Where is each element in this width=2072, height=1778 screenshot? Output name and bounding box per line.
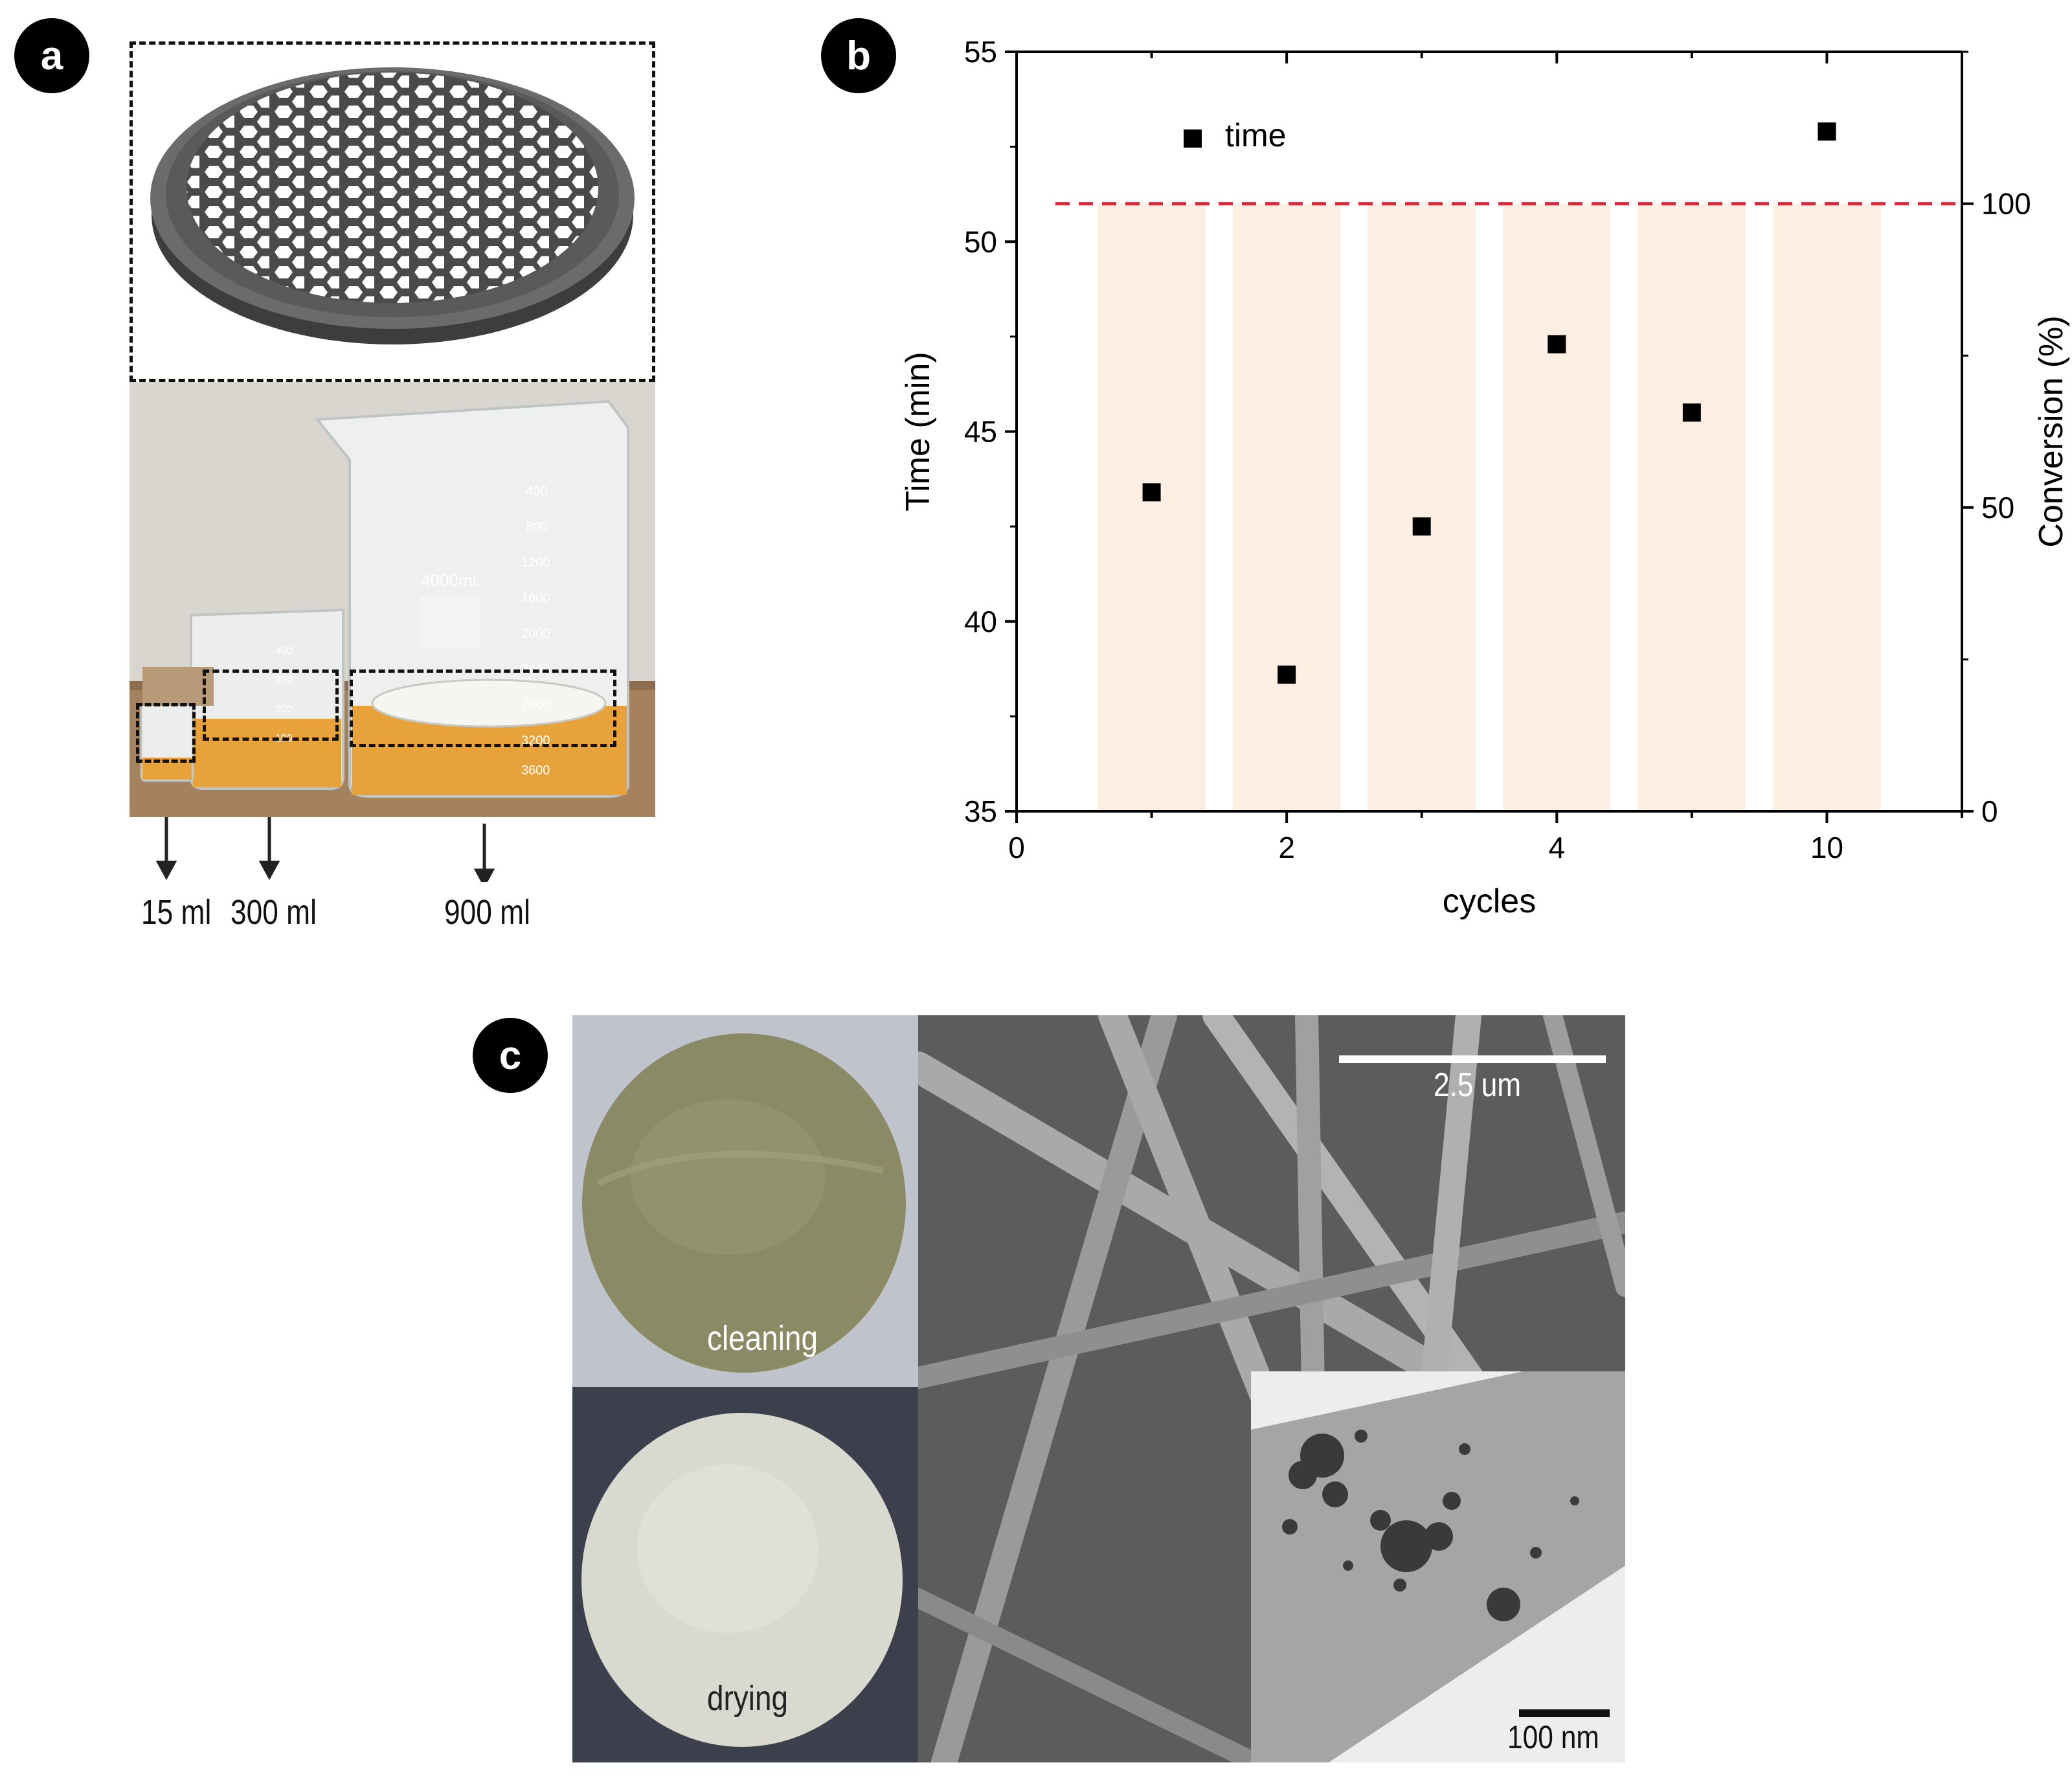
legend-label: time	[1225, 117, 1286, 153]
volume-label-300ml: 300 ml	[231, 893, 317, 932]
x-tick-label: 4	[1548, 831, 1565, 864]
conversion-bar	[1502, 203, 1611, 812]
beakers-photo: 400 800 1200 1600 2000 2400 2800 3200 36…	[130, 382, 655, 817]
right-y-tick-label: 100	[1981, 187, 2031, 221]
panel-b-badge: b	[821, 18, 896, 93]
filter-render-frame	[130, 41, 655, 382]
grad-mark: 200	[275, 704, 293, 715]
medium-beaker-frame	[203, 670, 339, 741]
x-tick-label: 2	[1278, 831, 1295, 864]
grad-mark: 1600	[521, 591, 550, 605]
grad-mark: 2000	[521, 627, 550, 641]
time-point	[1548, 335, 1566, 354]
y-axis-label: Time (min)	[899, 352, 937, 512]
cycles-chart: 35 40 45 50 55 0 50 100 0 2 4 10 cycles Time (min) Con…	[899, 35, 2070, 920]
conversion-bar	[1773, 203, 1881, 812]
panel-c-badge: c	[473, 1018, 548, 1093]
conversion-bar	[1098, 203, 1206, 812]
drying-label: drying	[707, 1679, 789, 1718]
legend-marker	[1184, 129, 1202, 148]
sem-scale-bar	[1339, 1055, 1606, 1063]
small-beaker-frame	[136, 703, 196, 763]
volume-arrows	[155, 817, 495, 882]
large-beaker-frame	[350, 670, 616, 747]
drying-membrane-photo	[572, 1387, 918, 1762]
grad-mark: 800	[526, 520, 547, 534]
tem-inset-image	[1251, 1371, 1625, 1762]
sem-scale-label: 2.5 um	[1434, 1066, 1522, 1104]
x-tick-label: 10	[1810, 831, 1843, 864]
tem-scale-bar	[1519, 1709, 1610, 1717]
grad-mark: 400	[526, 484, 547, 499]
right-y-axis-label: Conversion (%)	[2033, 315, 2070, 547]
time-point	[1682, 403, 1701, 422]
conversion-bar	[1368, 203, 1476, 812]
volume-label-900ml: 900 ml	[444, 893, 530, 932]
cleaning-membrane-photo	[572, 1015, 918, 1387]
time-point	[1818, 122, 1836, 141]
honeycomb-filter-render	[130, 41, 655, 381]
y-tick-label: 50	[964, 225, 997, 258]
cleaning-label: cleaning	[707, 1319, 818, 1358]
beaker-capacity: 4000mL	[421, 570, 482, 590]
conversion-bar	[1638, 203, 1746, 812]
time-point	[1278, 665, 1296, 684]
grad-mark: 2800	[521, 698, 550, 712]
time-point	[1412, 517, 1431, 536]
y-tick-label: 45	[964, 415, 997, 449]
x-tick-label: 0	[1008, 831, 1025, 864]
conversion-bar	[1232, 203, 1341, 812]
grad-mark: 3600	[521, 763, 550, 778]
tem-scale-label: 100 nm	[1507, 1719, 1599, 1755]
grad-mark: 400	[275, 646, 293, 657]
time-point	[1142, 483, 1161, 502]
volume-label-15ml: 15 ml	[141, 893, 212, 932]
grad-mark: 1200	[521, 556, 550, 570]
x-axis-label: cycles	[1443, 883, 1536, 920]
right-y-tick-label: 0	[1981, 794, 1998, 828]
grad-mark: 300	[275, 675, 293, 686]
y-tick-label: 35	[964, 794, 997, 828]
right-y-tick-label: 50	[1981, 491, 2014, 524]
y-tick-label: 55	[964, 35, 997, 69]
panel-a-badge: a	[14, 18, 89, 93]
y-tick-label: 40	[964, 605, 997, 638]
